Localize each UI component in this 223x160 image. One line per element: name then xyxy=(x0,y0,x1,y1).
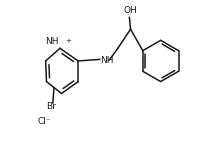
Text: OH: OH xyxy=(123,6,137,15)
Text: +: + xyxy=(65,37,71,44)
Text: NH: NH xyxy=(100,56,114,65)
Text: NH: NH xyxy=(45,37,58,46)
Text: Cl⁻: Cl⁻ xyxy=(38,117,51,126)
Text: Br: Br xyxy=(46,102,56,112)
